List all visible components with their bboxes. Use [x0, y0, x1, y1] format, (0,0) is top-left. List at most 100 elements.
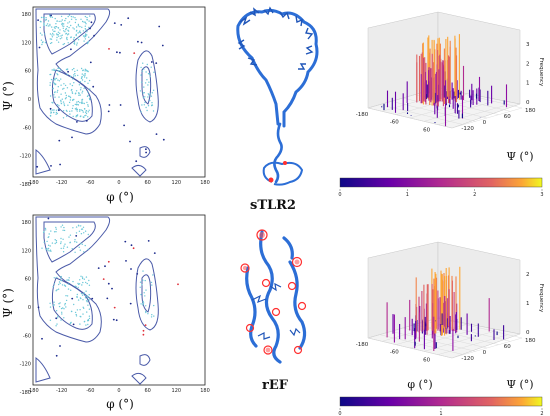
residue-point [54, 77, 56, 80]
residue-point [64, 19, 66, 22]
psi-axis-label: Ψ (°) [506, 150, 533, 163]
residue-point [77, 74, 79, 77]
residue-point [142, 270, 144, 272]
y-axis-label: Ψ (°) [1, 81, 15, 111]
residue-point [87, 82, 89, 85]
residue-point [142, 304, 144, 306]
residue-point [132, 247, 135, 250]
residue-point [73, 41, 76, 43]
residue-point [78, 31, 81, 33]
residue-point [81, 276, 84, 278]
residue-point [36, 165, 39, 168]
residue-point [59, 302, 61, 304]
residue-point [81, 294, 84, 296]
residue-point [56, 289, 58, 291]
residue-point [49, 23, 51, 26]
phi-tick-label: -180 [356, 112, 369, 118]
residue-point [57, 317, 59, 319]
residue-point [73, 28, 75, 30]
residue-point [88, 20, 90, 22]
residue-point [58, 139, 61, 142]
psi-tick-label: 0 [483, 350, 487, 356]
residue-point [41, 34, 43, 36]
residue-point [107, 110, 110, 113]
residue-point [55, 231, 57, 233]
residue-point [144, 295, 146, 297]
colorbar-tick-label: 2 [473, 192, 476, 198]
residue-point [53, 111, 55, 114]
residue-point [79, 89, 82, 91]
residue-point [60, 93, 62, 95]
residue-point [49, 249, 52, 251]
residue-point [72, 99, 74, 102]
residue-point [88, 317, 91, 320]
residue-point [88, 26, 90, 29]
histogram-bars [386, 266, 505, 351]
x-tick-label: 120 [172, 180, 182, 186]
residue-point [76, 29, 78, 32]
residue-point [68, 101, 71, 104]
residue-point [53, 68, 55, 70]
residue-point [44, 33, 46, 35]
residue-point [84, 34, 86, 37]
residue-point [89, 88, 91, 90]
phi-tick-labels: -180 -60 60 [356, 112, 431, 133]
residue-point [89, 15, 91, 17]
residue-point [150, 61, 153, 63]
residue-point [81, 90, 84, 93]
structure-label: sTLR2 [250, 198, 296, 213]
residue-point [66, 37, 68, 39]
residue-point [58, 67, 60, 70]
z-axis-label: Frequency [538, 284, 544, 313]
residue-point [76, 293, 79, 296]
residue-point [60, 101, 62, 103]
residue-point [69, 113, 71, 115]
residue-point [123, 124, 125, 127]
highlight-regions [240, 229, 307, 355]
psi-tick-label: -120 [461, 356, 474, 362]
residue-point [60, 307, 63, 310]
residue-point [75, 92, 77, 94]
residue-point [83, 36, 86, 38]
residue-point [65, 94, 68, 97]
residue-point [55, 26, 57, 28]
residue-point [148, 81, 150, 83]
residue-point [61, 311, 63, 313]
residue-point [81, 284, 83, 286]
residue-point [111, 287, 113, 290]
residue-point [56, 276, 58, 279]
residue-point [51, 16, 54, 18]
residue-point [107, 282, 110, 285]
residue-point [62, 117, 65, 119]
residue-point [79, 94, 81, 96]
residue-point [69, 95, 71, 98]
residue-point [113, 306, 116, 309]
residue-point [72, 115, 74, 118]
residue-point [177, 283, 179, 286]
residue-point [86, 95, 89, 98]
residue-point [145, 148, 147, 151]
residue-point [149, 93, 152, 95]
residue-point [45, 229, 47, 231]
residue-point [47, 244, 50, 246]
residue-point [86, 70, 89, 72]
residue-point [143, 92, 145, 94]
residue-point [71, 107, 74, 110]
residue-point [150, 281, 153, 284]
residue-point [107, 260, 110, 263]
residue-point [78, 230, 81, 232]
residue-point [116, 51, 118, 54]
residue-point [76, 44, 78, 46]
residue-point [55, 240, 58, 242]
residue-point [78, 225, 80, 227]
residue-point [90, 21, 93, 24]
frequency-tick-label: 0 [526, 100, 530, 106]
psi-tick-label: 180 [525, 338, 536, 344]
residue-point [62, 247, 65, 249]
residue-point [143, 68, 145, 70]
ribbon-coils [251, 282, 301, 340]
y-tick-label: -180 [20, 390, 31, 396]
residue-point [88, 315, 91, 317]
y-tick-label: 120 [21, 248, 31, 254]
residue-point [63, 226, 65, 229]
